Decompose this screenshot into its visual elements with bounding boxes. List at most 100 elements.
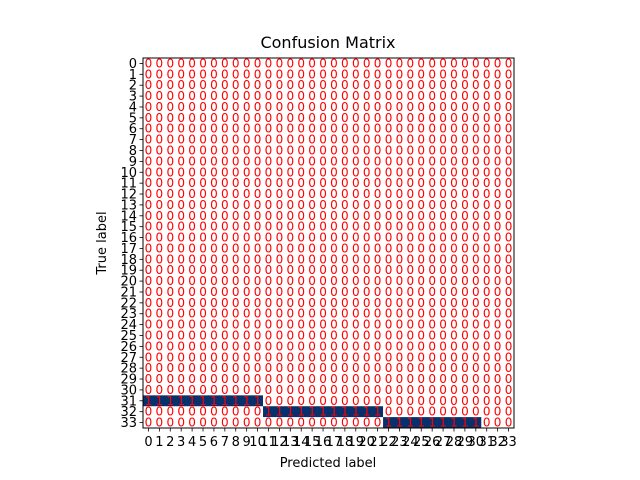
heatmap-cell xyxy=(153,155,166,168)
heatmap-cell xyxy=(252,145,264,157)
heatmap-cell xyxy=(492,177,504,189)
heatmap-cell xyxy=(143,362,155,374)
heatmap-cell xyxy=(448,351,460,364)
heatmap-cell xyxy=(470,373,482,385)
heatmap-cell xyxy=(197,286,209,298)
cell-value-label: 0 xyxy=(341,416,349,430)
cell-value-label: 0 xyxy=(243,78,251,92)
heatmap-cell xyxy=(219,145,231,157)
heatmap-cell xyxy=(339,286,351,298)
cell-value-label: 0 xyxy=(363,252,371,266)
heatmap-cell xyxy=(208,297,220,309)
cell-value-label: 0 xyxy=(330,198,338,212)
heatmap-cell xyxy=(273,199,286,211)
heatmap-cell xyxy=(437,166,449,179)
heatmap-cell xyxy=(415,243,428,255)
heatmap-cell xyxy=(383,362,395,374)
cell-value-label: 0 xyxy=(166,67,174,81)
cell-value-label: 0 xyxy=(166,89,174,103)
heatmap-cell xyxy=(208,395,220,407)
heatmap-cell xyxy=(383,351,395,364)
cell-value-label: 0 xyxy=(374,329,382,343)
heatmap-cell xyxy=(219,68,231,81)
cell-value-label: 0 xyxy=(374,56,382,70)
cell-value-label: 0 xyxy=(188,285,196,299)
cell-value-label: 0 xyxy=(166,187,174,201)
cell-value-label: 0 xyxy=(319,318,327,332)
heatmap-cell xyxy=(186,221,198,233)
heatmap-cell xyxy=(175,221,187,233)
cell-value-label: 0 xyxy=(385,165,393,179)
cell-value-label: 0 xyxy=(439,231,447,245)
cell-value-label: 0 xyxy=(276,350,284,364)
cell-value-label: 1 xyxy=(385,416,393,430)
heatmap-cell xyxy=(415,90,428,102)
cell-value-label: 0 xyxy=(232,56,240,70)
cell-value-label: 0 xyxy=(145,56,153,70)
heatmap-cell xyxy=(317,221,329,233)
heatmap-cell xyxy=(372,90,384,102)
cell-value-label: 0 xyxy=(221,339,229,353)
cell-value-label: 0 xyxy=(407,241,415,255)
cell-value-label: 0 xyxy=(374,165,382,179)
heatmap-cell xyxy=(241,395,253,407)
cell-value-label: 0 xyxy=(188,350,196,364)
heatmap-cell xyxy=(481,134,493,146)
heatmap-cell xyxy=(361,384,373,396)
heatmap-cell xyxy=(197,123,209,135)
cell-value-label: 0 xyxy=(363,133,371,147)
cell-value-label: 0 xyxy=(374,111,382,125)
cell-value-label: 0 xyxy=(232,405,240,419)
cell-value-label: 0 xyxy=(199,318,207,332)
cell-value-label: 0 xyxy=(385,394,393,408)
cell-value-label: 0 xyxy=(385,329,393,343)
cell-value-label: 0 xyxy=(450,372,458,386)
y-tick-label: 15 xyxy=(120,220,137,235)
heatmap-cell xyxy=(295,188,307,200)
heatmap-cell xyxy=(306,210,318,222)
cell-value-label: 0 xyxy=(352,198,360,212)
cell-value-label: 0 xyxy=(417,361,425,375)
cell-value-label: 0 xyxy=(265,165,273,179)
heatmap-cell xyxy=(208,90,220,102)
cell-value-label: 0 xyxy=(276,176,284,190)
heatmap-cell xyxy=(252,406,264,418)
cell-value-label: 0 xyxy=(166,231,174,245)
heatmap-cell xyxy=(492,145,504,157)
cell-value-label: 0 xyxy=(319,78,327,92)
heatmap-cell xyxy=(164,210,177,222)
heatmap-cell xyxy=(372,395,384,407)
heatmap-cell xyxy=(339,340,351,353)
cell-value-label: 0 xyxy=(221,416,229,430)
heatmap-cell xyxy=(415,373,428,385)
heatmap-cell xyxy=(448,101,460,113)
heatmap-cell xyxy=(175,297,187,309)
heatmap-cell xyxy=(404,177,417,189)
heatmap-cell xyxy=(459,395,471,407)
cell-value-label: 0 xyxy=(341,329,349,343)
heatmap-cell xyxy=(492,395,504,407)
heatmap-cell xyxy=(186,145,198,157)
cell-value-label: 0 xyxy=(297,176,305,190)
heatmap-cell xyxy=(241,188,253,200)
heatmap-cell xyxy=(470,155,482,168)
cell-value-label: 0 xyxy=(385,241,393,255)
cell-value-label: 0 xyxy=(396,78,404,92)
heatmap-cell xyxy=(284,134,297,146)
cell-value-label: 0 xyxy=(297,274,305,288)
heatmap-cell xyxy=(164,253,177,266)
cell-value-label: 0 xyxy=(177,56,185,70)
cell-value-label: 0 xyxy=(450,187,458,201)
cell-value-label: 0 xyxy=(232,133,240,147)
cell-value-label: 0 xyxy=(407,209,415,223)
cell-value-label: 0 xyxy=(221,231,229,245)
cell-value-label: 0 xyxy=(145,198,153,212)
heatmap-cell xyxy=(492,90,504,102)
cell-value-label: 0 xyxy=(177,339,185,353)
cell-value-label: 0 xyxy=(450,307,458,321)
cell-value-label: 0 xyxy=(308,111,316,125)
heatmap-cell xyxy=(426,264,438,276)
heatmap-cell xyxy=(175,79,187,91)
heatmap-cell xyxy=(383,101,395,113)
cell-value-label: 0 xyxy=(308,89,316,103)
